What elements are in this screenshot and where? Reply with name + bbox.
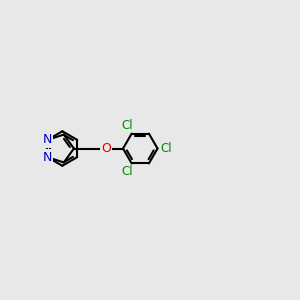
Text: Cl: Cl (160, 142, 172, 155)
Text: Cl: Cl (122, 165, 133, 178)
Text: N: N (43, 134, 52, 146)
Text: O: O (101, 142, 111, 155)
Text: Cl: Cl (122, 119, 133, 132)
Text: N: N (43, 151, 52, 164)
